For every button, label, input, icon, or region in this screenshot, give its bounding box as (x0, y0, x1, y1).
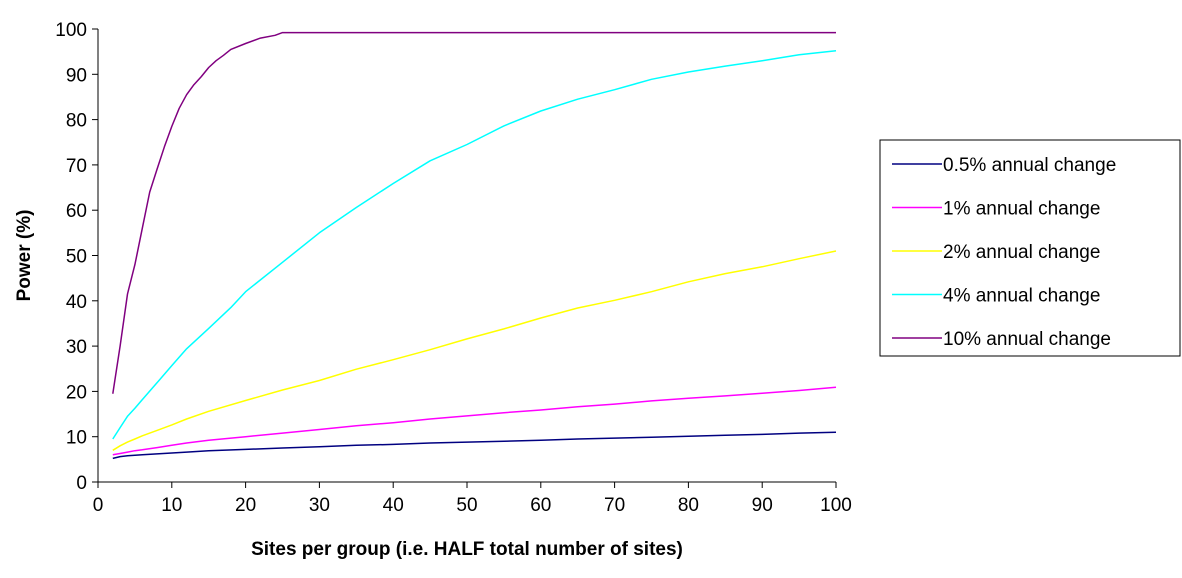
series-line-4 (112, 31, 836, 394)
x-tick-label: 90 (752, 495, 773, 516)
x-tick-label: 20 (235, 495, 256, 516)
x-axis-ticks: 0 10 20 30 40 50 60 70 80 90 100 (93, 482, 852, 516)
x-tick-label: 40 (383, 495, 404, 516)
y-tick-label: 70 (66, 156, 87, 177)
x-tick-label: 80 (678, 495, 699, 516)
legend-label-3: 4% annual change (943, 286, 1100, 307)
legend-box (879, 139, 1181, 357)
legend-label-4: 10% annual change (943, 329, 1111, 350)
y-axis-title: Power (%) (14, 210, 35, 302)
y-tick-label: 10 (66, 428, 87, 449)
y-tick-label: 30 (66, 337, 87, 358)
legend: 0.5% annual change 1% annual change 2% ann… (879, 139, 1181, 357)
series-lines (112, 31, 837, 460)
series-line-1 (112, 386, 837, 456)
axes (97, 29, 836, 483)
y-axis-ticks: 0 10 20 30 40 50 60 70 80 90 100 (55, 20, 98, 494)
y-tick-label: 90 (66, 65, 87, 86)
x-tick-label: 0 (93, 495, 104, 516)
y-tick-label: 0 (76, 473, 87, 494)
legend-label-2: 2% annual change (943, 242, 1100, 263)
y-tick-label: 60 (66, 201, 87, 222)
y-tick-label: 20 (66, 382, 87, 403)
x-axis-title: Sites per group (i.e. HALF total number … (251, 539, 683, 560)
x-tick-label: 30 (309, 495, 330, 516)
series-line-3 (112, 49, 837, 440)
y-tick-label: 50 (66, 247, 87, 268)
x-tick-label: 60 (530, 495, 551, 516)
x-tick-label: 50 (456, 495, 477, 516)
x-tick-label: 100 (820, 495, 852, 516)
x-tick-label: 70 (604, 495, 625, 516)
y-tick-label: 40 (66, 292, 87, 313)
y-tick-label: 100 (55, 20, 87, 41)
series-line-2 (112, 250, 837, 451)
y-tick-label: 80 (66, 111, 87, 132)
legend-label-0: 0.5% annual change (943, 155, 1116, 176)
series-line-0 (112, 431, 837, 460)
x-tick-label: 10 (161, 495, 182, 516)
legend-label-1: 1% annual change (943, 199, 1100, 220)
